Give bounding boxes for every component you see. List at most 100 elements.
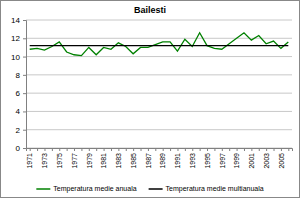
legend-label: Temperatura medie anuala [53,185,136,193]
y-tick-label: 4 [16,107,21,116]
x-tick-mark [155,148,156,151]
x-tick-label: 2001 [248,153,255,169]
x-tick-mark [74,148,75,151]
x-tick-mark [104,148,105,151]
x-tick-mark [59,148,60,151]
x-tick: 1983 [115,148,122,169]
x-tick: 1985 [130,148,137,169]
x-tick [274,148,275,151]
x-tick-label: 1985 [130,153,137,169]
x-tick-mark [118,148,119,151]
x-tick-label: 1983 [115,153,122,169]
x-tick [259,148,260,151]
x-tick [96,148,97,151]
y-tick: 12 [11,34,26,43]
x-tick-label: 1979 [86,153,93,169]
grid-line [26,38,292,39]
x-tick-mark [177,148,178,151]
grid-line [26,93,292,94]
x-tick: 1993 [189,148,196,169]
y-tick: 8 [16,71,26,80]
y-tick-mark [23,148,26,149]
x-tick-mark [288,148,289,151]
x-tick-mark [200,148,201,151]
x-tick-label: 1987 [145,153,152,169]
y-tick-mark [23,111,26,112]
x-tick-mark [81,148,82,151]
x-tick-label: 2005 [278,153,285,169]
x-tick [288,148,289,151]
legend-label: Temperatura medie multianuala [166,185,264,193]
x-tick-mark [207,148,208,151]
y-axis: 02468101214 [11,16,26,153]
x-tick-mark [170,148,171,151]
grid-line [26,20,292,21]
series-line [30,45,289,46]
x-tick [67,148,68,151]
x-tick-mark [133,148,134,151]
x-tick: 1989 [159,148,166,169]
legend: Temperatura medie anuala Temperatura medi… [36,185,263,193]
x-tick: 1979 [86,148,93,169]
y-tick: 2 [16,126,26,135]
y-tick-label: 10 [11,53,20,62]
x-axis-line [27,149,293,152]
grid [26,20,292,148]
y-tick-mark [23,75,26,76]
x-tick: 1977 [71,148,78,169]
x-tick: 2001 [248,148,255,169]
y-axis-line [23,21,27,149]
x-tick-mark [141,148,142,151]
y-tick-label: 14 [11,16,20,25]
x-tick-mark [163,148,164,151]
legend-swatch [36,188,50,190]
x-tick-mark [244,148,245,151]
legend-item: Temperatura medie multianuala [149,185,264,193]
y-tick: 14 [11,16,26,25]
y-tick: 0 [16,144,26,153]
x-tick-mark [96,148,97,151]
x-tick [244,148,245,151]
grid-line [26,74,292,75]
x-tick-mark [237,148,238,151]
x-tick-label: 1995 [204,153,211,169]
x-tick-mark [274,148,275,151]
x-tick-label: 1993 [189,153,196,169]
x-tick: 1991 [174,148,181,169]
y-tick: 4 [16,107,26,116]
x-tick-mark [266,148,267,151]
chart: Bailesti02468101214197119731975197719791… [0,0,300,198]
x-tick [141,148,142,151]
x-tick-label: 2003 [263,153,270,169]
x-tick: 1999 [233,148,240,169]
x-tick-label: 1973 [41,153,48,169]
x-tick-label: 1989 [159,153,166,169]
x-tick [111,148,112,151]
x-tick-mark [126,148,127,151]
y-tick-mark [23,130,26,131]
x-tick [185,148,186,151]
y-tick-mark [23,57,26,58]
x-tick: 2003 [263,148,270,169]
y-tick-mark [23,20,26,21]
x-tick: 2005 [278,148,285,169]
y-tick-label: 8 [16,71,21,80]
x-tick-mark [222,148,223,151]
x-axis: 1971197319751977197919811983198519871989… [26,148,292,169]
x-tick [81,148,82,151]
x-tick: 1973 [41,148,48,169]
series-group [30,33,289,56]
x-tick-mark [259,148,260,151]
x-tick-mark [214,148,215,151]
x-tick [170,148,171,151]
title: Bailesti [134,5,166,15]
x-tick-label: 1975 [56,153,63,169]
x-tick: 1995 [204,148,211,169]
x-tick-mark [111,148,112,151]
y-tick-label: 2 [16,126,21,135]
y-tick: 10 [11,53,26,62]
x-tick-mark [229,148,230,151]
x-tick: 1981 [100,148,107,169]
x-tick-label: 1981 [100,153,107,169]
x-tick-mark [44,148,45,151]
